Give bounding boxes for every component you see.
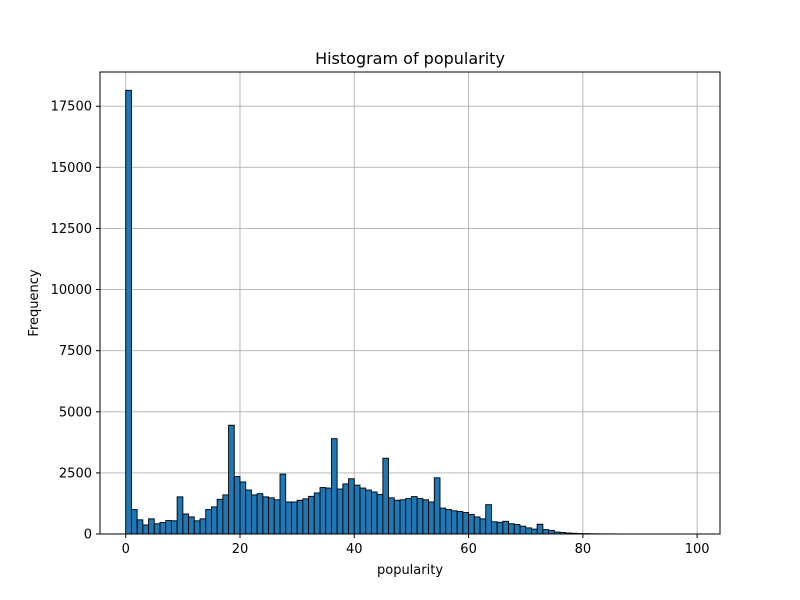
histogram-bar (393, 499, 401, 535)
histogram-bar (290, 501, 298, 535)
histogram-bar (308, 495, 315, 535)
histogram-bar (176, 496, 184, 535)
histogram-bar (496, 521, 504, 535)
histogram-bar (433, 477, 441, 535)
histogram-bar (336, 488, 344, 535)
histogram-bar (210, 506, 218, 535)
histogram-bar (359, 487, 367, 535)
histogram-bar (222, 494, 230, 535)
histogram-bar (130, 509, 138, 535)
histogram-bar (170, 520, 178, 535)
histogram-bar (399, 499, 407, 535)
y-tick-label: 17500 (51, 100, 92, 115)
histogram-bar (530, 528, 538, 535)
y-tick-label: 7500 (59, 344, 92, 359)
histogram-bar (388, 497, 395, 535)
histogram-bar (450, 510, 458, 535)
histogram-bar (410, 496, 418, 535)
histogram-bar (542, 529, 550, 535)
histogram-bar (376, 493, 384, 535)
histogram-bar (262, 496, 270, 535)
x-tick-label: 60 (460, 542, 477, 557)
x-tick-label: 40 (346, 542, 363, 557)
histogram-bar (485, 504, 492, 535)
histogram-bar (325, 487, 332, 535)
histogram-bar (125, 89, 132, 535)
histogram-bar (348, 478, 355, 535)
histogram-bar (342, 483, 350, 535)
histogram-bar (473, 516, 481, 535)
histogram-bar (525, 527, 532, 535)
histogram-bar (353, 484, 361, 535)
x-tick-label: 20 (232, 542, 249, 557)
histogram-bar (422, 499, 430, 535)
histogram-bar (302, 498, 310, 535)
histogram-bar (548, 529, 555, 535)
histogram-bar (479, 518, 487, 535)
y-tick-label: 15000 (51, 161, 92, 176)
histogram-bar (182, 513, 190, 535)
histogram-bar (445, 509, 452, 535)
bars-layer (125, 89, 698, 535)
histogram-bar (319, 487, 327, 535)
histogram-bar (456, 511, 464, 535)
histogram-bar (313, 492, 321, 535)
histogram-bar (199, 518, 207, 535)
histogram-bar (462, 512, 470, 535)
histogram-bar (228, 424, 235, 535)
histogram-bar (268, 497, 275, 535)
histogram-bar (153, 523, 161, 535)
histogram-bar (205, 509, 212, 535)
y-tick-label: 5000 (59, 405, 92, 420)
histogram-bar (193, 520, 201, 535)
histogram-bar (382, 457, 390, 535)
plot-frame (99, 71, 721, 535)
histogram-bar (405, 498, 412, 535)
histogram-bar (468, 513, 475, 535)
histogram-bar (233, 476, 241, 535)
histogram-bar (256, 493, 264, 535)
histogram-bar (416, 498, 424, 535)
histogram-bar (279, 473, 287, 535)
histogram-bar (365, 489, 372, 535)
histogram-bar (239, 481, 247, 535)
histogram-bar (159, 522, 167, 535)
x-tick-label: 100 (685, 542, 710, 557)
y-tick-label: 0 (84, 528, 92, 543)
x-axis-label: popularity (377, 563, 443, 578)
histogram-bar (148, 518, 155, 535)
histogram-bar (188, 516, 195, 535)
histogram-bar (508, 523, 515, 535)
ticks-layer: 0 20 40 60 80 100 0 2500 5000 7500 10000 12500 15000… (51, 100, 710, 557)
x-tick-label: 80 (575, 542, 592, 557)
y-tick-label: 2500 (59, 466, 92, 481)
chart-title: Histogram of popularity (315, 49, 505, 68)
histogram-bar (513, 524, 521, 535)
histogram-bar (370, 491, 378, 535)
y-tick-label: 12500 (51, 222, 92, 237)
histogram-bar (273, 499, 281, 535)
histogram-bar (439, 507, 447, 535)
histogram-bar (245, 489, 252, 535)
histogram-bar (165, 520, 172, 535)
y-tick-label: 10000 (51, 283, 92, 298)
histogram-bar (296, 499, 304, 535)
histogram-bar (330, 438, 338, 535)
histogram-bar (428, 501, 435, 535)
histogram-bar (502, 520, 510, 535)
histogram-bar (519, 525, 527, 535)
histogram-bar (490, 521, 498, 535)
histogram-bar (285, 501, 292, 535)
histogram-bar (536, 523, 544, 535)
x-tick-label: 0 (122, 542, 130, 557)
histogram-bar (216, 498, 224, 535)
y-axis-label: Frequency (27, 269, 42, 336)
histogram-bar (250, 494, 258, 535)
grid-layer (100, 72, 720, 535)
histogram-bar (136, 519, 144, 535)
histogram-bar (142, 524, 150, 535)
